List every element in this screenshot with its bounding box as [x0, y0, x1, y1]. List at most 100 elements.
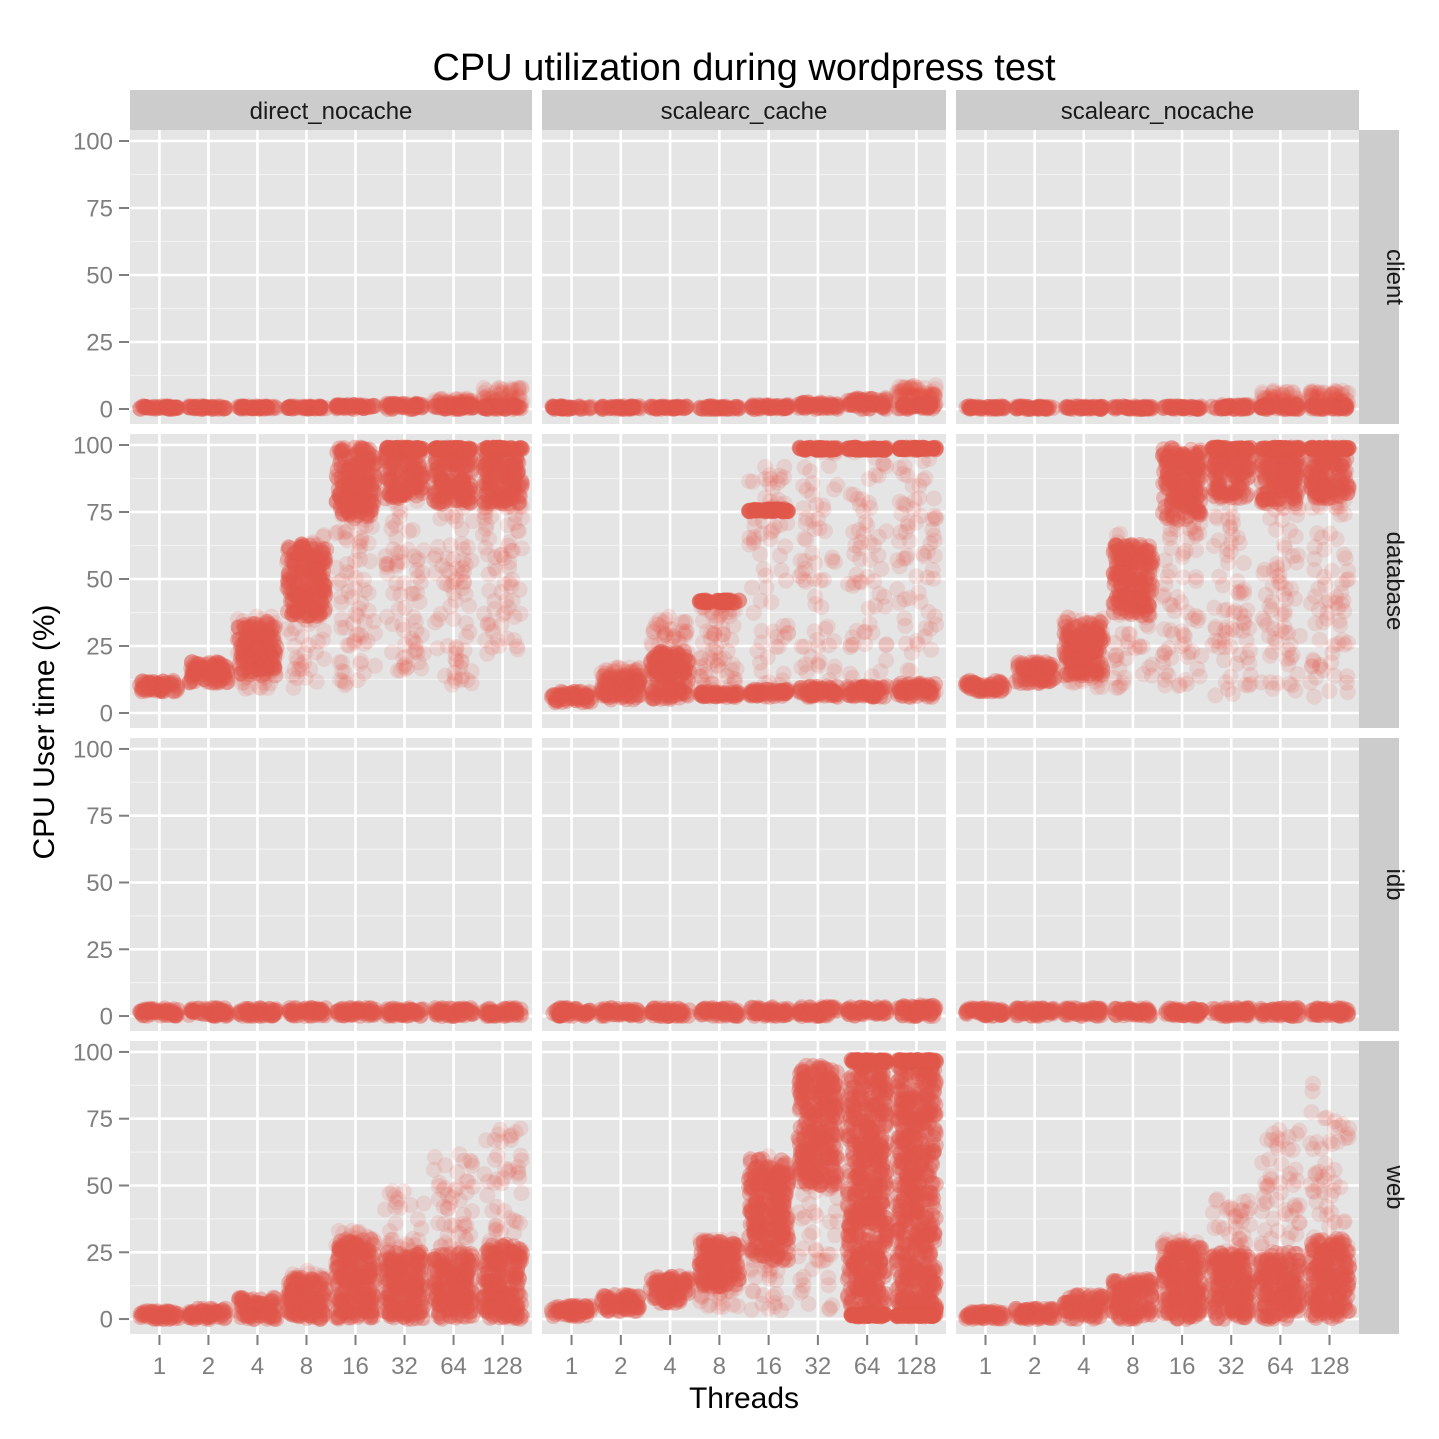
- data-point: [506, 472, 523, 489]
- point-group-128: [475, 379, 530, 417]
- data-point: [158, 399, 175, 416]
- data-point: [253, 399, 269, 416]
- data-point: [336, 399, 353, 416]
- data-point: [259, 399, 275, 415]
- data-point: [181, 399, 198, 416]
- data-point: [241, 398, 258, 415]
- data-point: [890, 400, 907, 417]
- data-point: [310, 599, 327, 616]
- data-point: [384, 644, 400, 661]
- data-point: [1057, 647, 1074, 664]
- data-point: [188, 399, 205, 416]
- data-point: [453, 521, 470, 538]
- data-point: [351, 534, 368, 551]
- point-group-16: [328, 397, 383, 417]
- data-point: [1127, 640, 1144, 657]
- data-point: [742, 683, 759, 700]
- point-group-4: [642, 608, 698, 707]
- data-point: [811, 440, 828, 456]
- data-point: [355, 400, 372, 416]
- data-point: [295, 398, 312, 415]
- data-point: [895, 440, 912, 457]
- data-point: [194, 400, 211, 416]
- data-point: [245, 400, 261, 417]
- data-point: [299, 399, 316, 416]
- data-point: [255, 400, 272, 417]
- data-point: [870, 528, 887, 545]
- data-point: [138, 399, 155, 416]
- data-point: [188, 398, 205, 415]
- point-group-4: [229, 608, 285, 697]
- data-point: [184, 398, 201, 415]
- data-point: [312, 399, 329, 416]
- data-point: [407, 635, 424, 652]
- data-point: [1288, 399, 1305, 416]
- point-group-16: [1155, 398, 1210, 417]
- data-point: [896, 610, 913, 627]
- data-point: [137, 399, 154, 416]
- data-point: [716, 593, 732, 610]
- data-point: [317, 400, 334, 417]
- data-point: [204, 400, 221, 417]
- data-point: [235, 399, 252, 415]
- data-point: [484, 469, 501, 485]
- data-point: [259, 399, 276, 416]
- data-point: [295, 399, 312, 416]
- data-point: [292, 399, 309, 416]
- data-point: [452, 397, 468, 414]
- data-point: [329, 397, 346, 414]
- data-point: [461, 624, 478, 640]
- data-point: [291, 661, 307, 678]
- point-group-4: [1056, 609, 1112, 696]
- data-point: [230, 398, 247, 415]
- points-group: [132, 379, 530, 417]
- data-point: [257, 400, 274, 417]
- data-point: [245, 399, 262, 416]
- data-point: [461, 597, 478, 614]
- panels-group: [130, 130, 1359, 1334]
- point-group-2: [1007, 398, 1061, 417]
- point-group-8: [279, 398, 334, 417]
- data-point: [250, 398, 267, 415]
- data-point: [285, 398, 302, 415]
- data-point: [150, 683, 167, 699]
- data-point: [745, 604, 762, 621]
- data-point: [405, 609, 422, 626]
- data-point: [358, 478, 375, 495]
- data-point: [579, 399, 596, 416]
- data-point: [161, 398, 178, 415]
- data-point: [453, 535, 470, 552]
- data-point: [138, 398, 155, 415]
- data-point: [232, 400, 249, 417]
- data-point: [866, 441, 883, 458]
- data-point: [337, 619, 354, 636]
- data-point: [903, 644, 920, 661]
- data-point: [148, 400, 165, 417]
- data-point: [334, 397, 351, 414]
- data-point: [503, 578, 520, 595]
- data-point: [906, 683, 922, 700]
- data-point: [307, 400, 324, 417]
- data-point: [328, 400, 345, 417]
- data-point: [564, 686, 581, 703]
- data-point: [169, 399, 186, 416]
- data-point: [330, 399, 347, 416]
- data-point: [815, 571, 832, 588]
- data-point: [284, 572, 301, 589]
- data-point: [300, 400, 317, 417]
- data-point: [156, 399, 173, 416]
- point-group-4: [1057, 398, 1111, 417]
- data-point: [195, 399, 211, 416]
- data-point: [296, 399, 313, 416]
- data-point: [610, 400, 627, 417]
- data-point: [151, 399, 168, 416]
- data-point: [242, 400, 259, 417]
- data-point: [282, 398, 299, 415]
- data-point: [235, 652, 252, 669]
- data-point: [260, 400, 277, 417]
- data-point: [287, 398, 304, 415]
- data-point: [216, 399, 233, 416]
- point-group-64: [1252, 382, 1308, 417]
- point-group-32: [790, 394, 846, 417]
